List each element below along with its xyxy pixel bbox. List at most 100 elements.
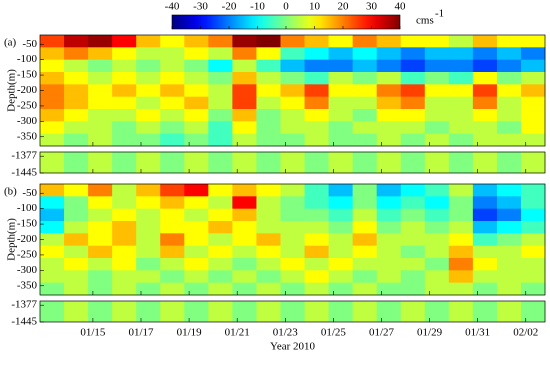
heatmap-cell <box>160 245 185 259</box>
heatmap-cell <box>112 245 137 259</box>
heatmap-cell <box>112 96 137 110</box>
colorbar-tick-label: 40 <box>395 1 407 13</box>
heatmap-cell <box>208 35 233 48</box>
heatmap-cell <box>112 47 137 61</box>
heatmap-cell <box>496 233 522 247</box>
heatmap-cell <box>208 47 233 61</box>
heatmap-cell <box>232 133 257 147</box>
heatmap-cell <box>136 184 161 197</box>
x-tick-label: 01/17 <box>128 327 154 339</box>
heatmap-cell <box>304 47 329 61</box>
heatmap-cell <box>256 47 281 61</box>
heatmap-cell <box>448 258 474 271</box>
heatmap-cell <box>448 109 474 122</box>
heatmap-cell <box>256 109 281 122</box>
heatmap-cell <box>424 121 450 135</box>
heatmap-cell <box>88 208 113 222</box>
heatmap-cell <box>352 59 378 73</box>
heatmap-cell <box>496 133 522 147</box>
heatmap-cell <box>328 208 354 222</box>
heatmap-cell <box>232 109 257 122</box>
heatmap-cell <box>448 221 474 234</box>
heatmap-cell <box>64 59 89 73</box>
heatmap-cell <box>112 258 137 271</box>
heatmap-cell <box>64 133 89 147</box>
x-tick-label: 01/29 <box>417 327 443 339</box>
heatmap-cell <box>160 84 185 98</box>
heatmap-cell <box>352 184 378 197</box>
heatmap-cell <box>136 270 161 284</box>
heatmap-cell <box>304 59 329 73</box>
heatmap-cell <box>40 258 65 271</box>
heatmap-cell <box>112 121 137 135</box>
heatmap-cell <box>280 59 305 73</box>
heatmap-cell <box>376 301 402 322</box>
x-axis-title: Year 2010 <box>270 341 316 353</box>
heatmap-cell <box>256 152 281 173</box>
heatmap-cell <box>472 72 498 85</box>
heatmap-cell <box>520 35 546 48</box>
heatmap-cell <box>424 47 450 61</box>
heatmap-cell <box>448 35 474 48</box>
heatmap-cell <box>424 133 450 147</box>
heatmap-cell <box>400 208 426 222</box>
heatmap-cell <box>64 72 89 85</box>
heatmap-cell <box>160 196 185 210</box>
heatmap-cell <box>496 258 522 271</box>
heatmap-cell <box>256 258 281 271</box>
heatmap-cell <box>520 282 546 296</box>
heatmap-cell <box>280 184 305 197</box>
heatmap-cell <box>328 270 354 284</box>
heatmap-cell <box>112 72 137 85</box>
heatmap-cell <box>40 121 65 135</box>
heatmap-cell <box>376 221 402 234</box>
heatmap-cell <box>160 72 185 85</box>
heatmap-cell <box>88 47 113 61</box>
heatmap-cell <box>352 208 378 222</box>
heatmap-cell <box>280 196 305 210</box>
heatmap-cell <box>160 109 185 122</box>
heatmap-cell <box>328 109 354 122</box>
heatmap-cell <box>328 152 354 173</box>
heatmap-cell <box>376 184 402 197</box>
heatmap-cell <box>208 208 233 222</box>
heatmap-cell <box>184 270 209 284</box>
heatmap-cell <box>328 258 354 271</box>
heatmap-cell <box>232 72 257 85</box>
heatmap-cell <box>448 245 474 259</box>
colorbar-tick-label: -40 <box>165 1 180 13</box>
heatmap-cell <box>280 133 305 147</box>
plot-frame <box>39 300 546 323</box>
heatmap-cell <box>352 47 378 61</box>
heatmap-cell <box>424 96 450 110</box>
heatmap-cell <box>208 196 233 210</box>
heatmap-cell <box>64 233 89 247</box>
heatmap-cell <box>472 59 498 73</box>
heatmap-cell <box>328 301 354 322</box>
heatmap-cell <box>376 133 402 147</box>
heatmap-cell <box>496 121 522 135</box>
heatmap-cell <box>184 258 209 271</box>
y-tick-label: -350 <box>17 130 38 142</box>
heatmap-cell <box>40 47 65 61</box>
heatmap-cell <box>520 221 546 234</box>
heatmap-cell <box>424 258 450 271</box>
heatmap-cell <box>184 245 209 259</box>
heatmap-cell <box>136 301 161 322</box>
y-axis-title: Depth(m) <box>6 218 18 261</box>
heatmap-cell <box>40 72 65 85</box>
heatmap-cell <box>424 282 450 296</box>
heatmap-cell <box>232 208 257 222</box>
colorbar-tick-label: 0 <box>283 1 289 13</box>
heatmap-cell <box>64 47 89 61</box>
heatmap-cell <box>208 184 233 197</box>
heatmap-cell <box>280 84 305 98</box>
heatmap-cell <box>400 35 426 48</box>
heatmap-cell <box>352 72 378 85</box>
heatmap-cell <box>400 152 426 173</box>
heatmap-cell <box>280 109 305 122</box>
heatmap-cell <box>184 152 209 173</box>
heatmap-cell <box>520 258 546 271</box>
heatmap-cell <box>520 59 546 73</box>
heatmap-cell <box>160 282 185 296</box>
